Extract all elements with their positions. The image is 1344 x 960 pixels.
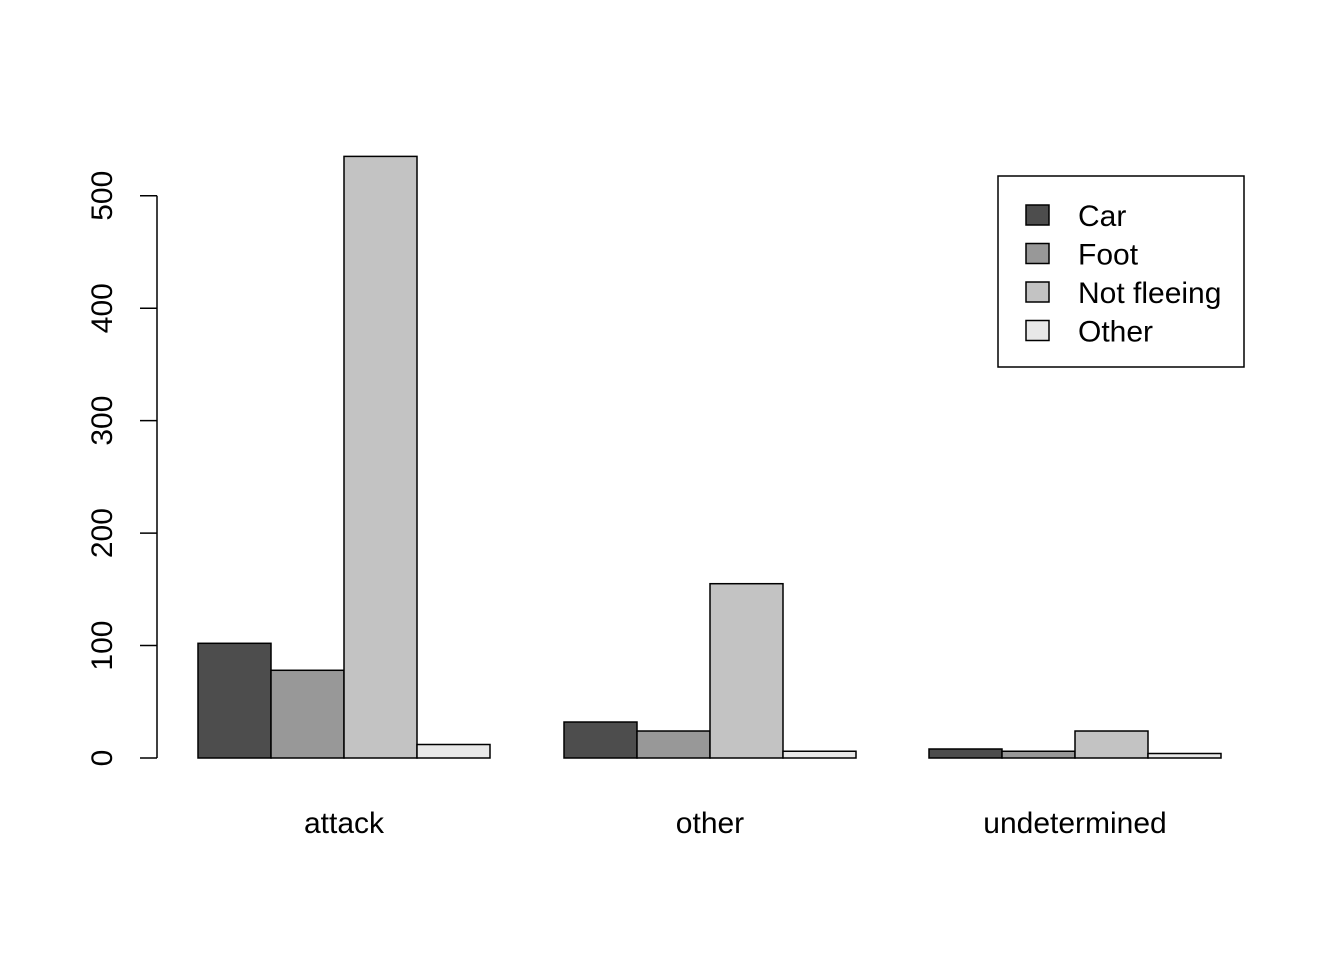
bar-other-other <box>782 750 857 759</box>
bar-attack-foot <box>270 669 345 759</box>
legend-label: Foot <box>1078 239 1139 272</box>
y-tick-label: 300 <box>86 396 119 446</box>
bar-other-not-fleeing <box>709 582 784 759</box>
bar-attack-not-fleeing <box>343 155 418 759</box>
bar-undetermined-car <box>928 748 1003 759</box>
y-tick-label: 0 <box>86 750 119 767</box>
legend: Car Foot Not fleeing Other <box>997 175 1245 368</box>
bar-attack-car <box>197 642 272 759</box>
legend-swatch <box>1025 204 1050 226</box>
bar-attack-other <box>416 743 491 759</box>
y-tick-label: 200 <box>86 508 119 558</box>
bar-other-car <box>563 721 638 759</box>
x-tick-label: undetermined <box>983 807 1166 840</box>
bar-undetermined-other <box>1147 752 1222 759</box>
legend-swatch <box>1025 242 1050 265</box>
y-axis: 0 100 200 300 400 500 <box>86 171 158 767</box>
bar-undetermined-not-fleeing <box>1074 730 1149 759</box>
bars <box>197 155 1222 759</box>
y-tick-label: 500 <box>86 171 119 221</box>
bar-undetermined-foot <box>1001 750 1076 759</box>
x-tick-label: other <box>676 807 744 840</box>
y-tick-label: 100 <box>86 621 119 671</box>
x-axis-labels: attack other undetermined <box>304 807 1167 840</box>
y-tick-label: 400 <box>86 283 119 333</box>
legend-swatch <box>1025 281 1050 303</box>
legend-swatch <box>1025 319 1050 342</box>
legend-label: Car <box>1078 200 1126 233</box>
bar-other-foot <box>636 730 711 759</box>
legend-label: Not fleeing <box>1078 277 1221 310</box>
legend-label: Other <box>1078 316 1153 349</box>
x-tick-label: attack <box>304 807 385 840</box>
